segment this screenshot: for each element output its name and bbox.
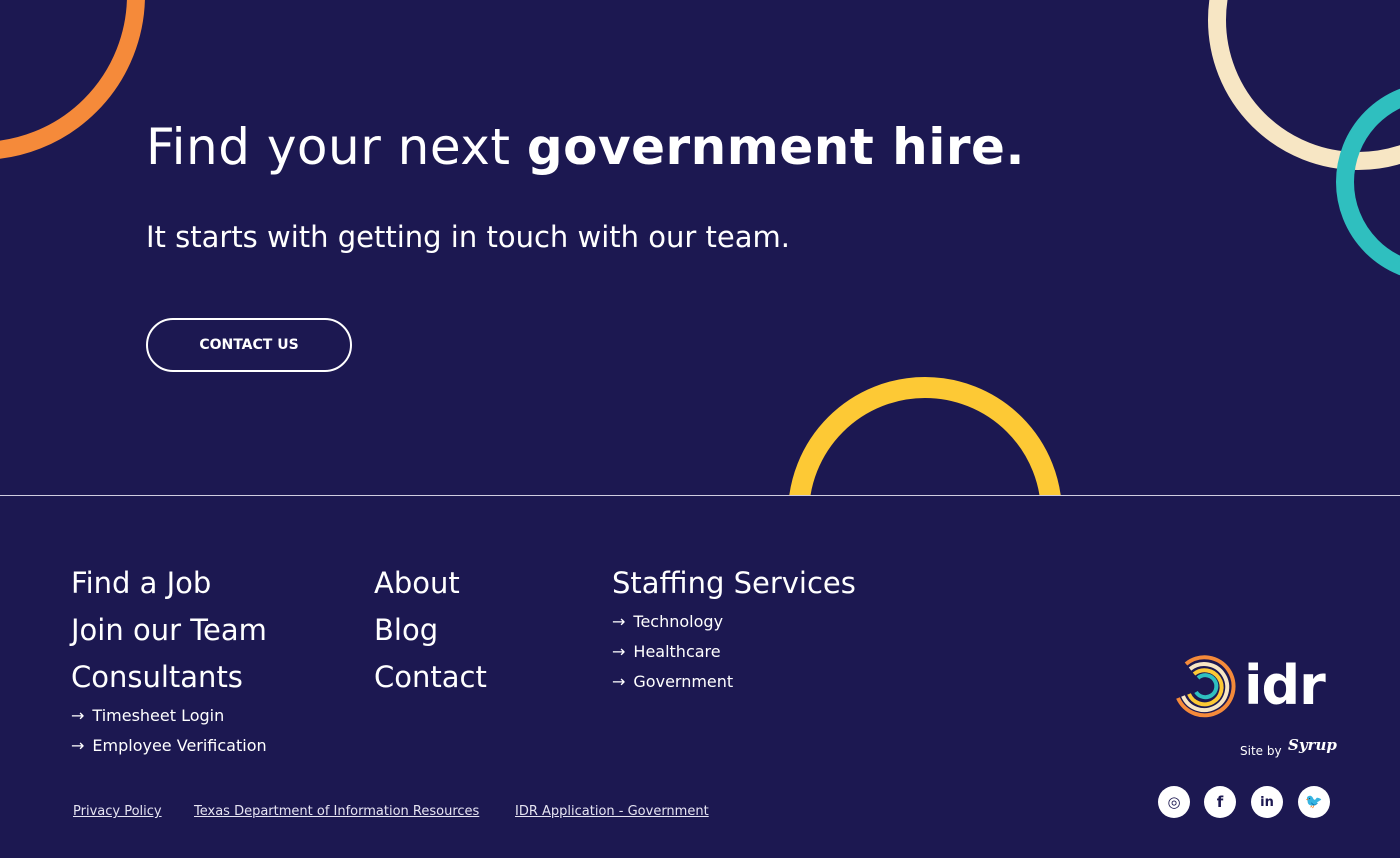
arrow-right-icon: → xyxy=(71,706,85,725)
blog-link[interactable]: Blog xyxy=(374,613,439,647)
healthcare-link[interactable]: → Healthcare xyxy=(612,637,856,667)
about-link[interactable]: About xyxy=(374,566,460,600)
yellow-ring-decoration xyxy=(788,377,1062,495)
link-label: Government xyxy=(633,672,734,691)
texas-dir-link[interactable]: Texas Department of Information Resource… xyxy=(194,804,480,819)
link-label: Timesheet Login xyxy=(92,706,225,725)
footer-col-3: Staffing Services → Technology → Healthcar… xyxy=(612,560,856,697)
link-label: Healthcare xyxy=(633,642,721,661)
footer-col-2: About Blog Contact xyxy=(374,560,487,701)
orange-ring-decoration xyxy=(0,0,145,160)
hero-title: Find your next government hire. xyxy=(146,118,1025,176)
arrow-right-icon: → xyxy=(612,612,626,631)
consultants-link[interactable]: Consultants xyxy=(71,660,243,694)
idr-logo-mark-icon xyxy=(1176,655,1236,718)
title-regular: Find your next xyxy=(146,118,527,176)
site-by-label: Site by xyxy=(1240,744,1282,758)
footer-col-1: Find a Job Join our Team Consultants → Ti… xyxy=(71,560,267,761)
arrow-right-icon: → xyxy=(71,736,85,755)
privacy-policy-link[interactable]: Privacy Policy xyxy=(73,804,162,819)
logo-text: idr xyxy=(1244,653,1326,717)
linkedin-icon[interactable]: in xyxy=(1251,786,1283,818)
instagram-icon[interactable]: ◎ xyxy=(1158,786,1190,818)
link-label: Employee Verification xyxy=(92,736,267,755)
hero-section: Find your next government hire. It start… xyxy=(0,0,1400,496)
syrup-agency-logo[interactable]: Syrup xyxy=(1288,736,1337,754)
idr-logo[interactable]: idr xyxy=(1172,652,1326,718)
find-a-job-link[interactable]: Find a Job xyxy=(71,566,212,600)
idr-application-link[interactable]: IDR Application - Government xyxy=(515,804,709,819)
link-label: Technology xyxy=(633,612,724,631)
timesheet-login-link[interactable]: → Timesheet Login xyxy=(71,701,267,731)
hero-subtitle: It starts with getting in touch with our… xyxy=(146,220,790,254)
contact-us-button[interactable]: CONTACT US xyxy=(146,318,352,372)
arrow-right-icon: → xyxy=(612,642,626,661)
technology-link[interactable]: → Technology xyxy=(612,607,856,637)
facebook-icon[interactable]: f xyxy=(1204,786,1236,818)
twitter-icon[interactable]: 🐦 xyxy=(1298,786,1330,818)
join-our-team-link[interactable]: Join our Team xyxy=(71,613,267,647)
government-link[interactable]: → Government xyxy=(612,667,856,697)
title-bold: government hire. xyxy=(526,118,1025,176)
contact-link[interactable]: Contact xyxy=(374,660,487,694)
arrow-right-icon: → xyxy=(612,672,626,691)
staffing-services-link[interactable]: Staffing Services xyxy=(612,566,856,600)
employee-verification-link[interactable]: → Employee Verification xyxy=(71,731,267,761)
